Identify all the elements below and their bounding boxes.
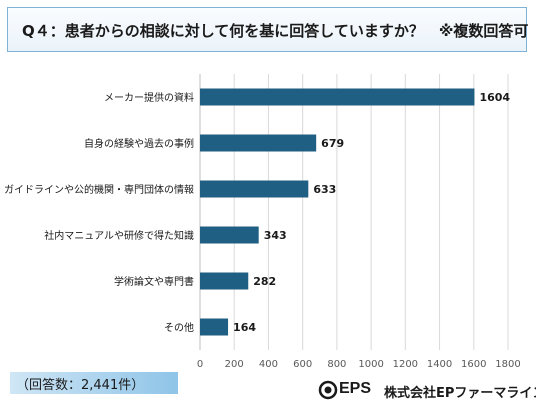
x-tick-label: 1400 [427,359,452,370]
value-label: 633 [313,183,336,196]
value-label: 679 [321,137,344,150]
category-label: メーカー提供の資料 [104,91,194,104]
respondent-count: （回答数：2,441件） [16,378,145,393]
x-tick-label: 1200 [393,359,418,370]
category-label: その他 [164,321,194,334]
category-label: 自身の経験や過去の事例 [84,137,194,150]
chart-title: Q４：患者からの相談に対して何を基に回答していますか？ ※複数回答可 [22,22,529,40]
bar [200,88,475,106]
bar [200,318,229,336]
bar [200,226,259,244]
value-label: 343 [264,229,287,242]
x-tick-label: 1800 [495,359,520,370]
bar [200,272,249,290]
x-tick-label: 0 [197,359,203,370]
value-label: 282 [253,275,276,288]
x-tick-label: 800 [327,359,346,370]
x-tick-label: 600 [293,359,312,370]
x-tick-label: 400 [259,359,278,370]
bar [200,180,309,198]
x-tick-label: 1000 [358,359,383,370]
category-label: 社内マニュアルや研修で得た知識 [44,229,194,242]
title-box: Q４：患者からの相談に対して何を基に回答していますか？ ※複数回答可 [7,7,529,52]
x-tick-label: 200 [225,359,244,370]
value-label: 1604 [479,91,510,104]
x-tick-label: 1600 [461,359,486,370]
company-name: 株式会社EPファーマライン [384,386,536,401]
eps-logo-text: EPS [339,380,372,397]
category-label: 学術論文や専門書 [114,275,194,288]
bar [200,134,317,152]
category-label: ガイドラインや公的機関・専門団体の情報 [4,183,194,196]
value-label: 164 [233,321,256,334]
eps-logo-icon [318,380,338,400]
respondent-count-box: （回答数：2,441件） [10,372,178,394]
